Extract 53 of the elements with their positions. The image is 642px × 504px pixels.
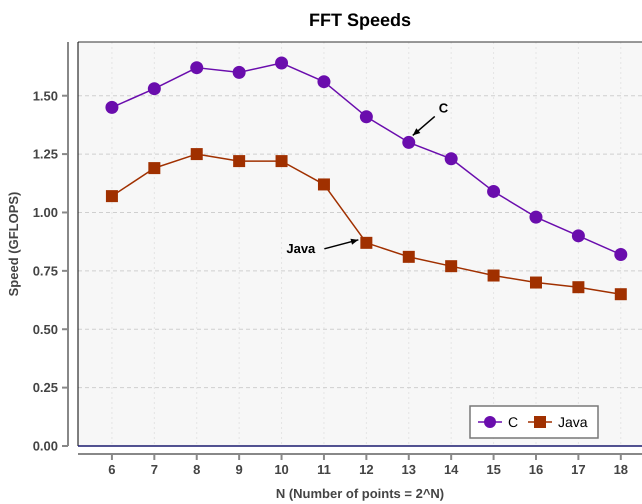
point (318, 178, 330, 190)
x-tick-label: 15 (486, 462, 501, 477)
point (233, 155, 246, 168)
point (360, 110, 373, 124)
y-tick-label: 1.50 (32, 88, 58, 104)
y-tick-label: 1.00 (32, 205, 58, 220)
point (276, 155, 288, 168)
point (317, 75, 330, 88)
x-tick-label: 8 (193, 462, 200, 477)
point (572, 281, 584, 294)
point (106, 190, 118, 202)
point (105, 100, 118, 114)
x-tick-label: 6 (108, 462, 116, 477)
point (530, 276, 542, 289)
point (148, 162, 160, 174)
legend-label: Java (558, 414, 588, 430)
x-tick-label: 7 (150, 462, 158, 477)
point (232, 66, 246, 79)
y-tick-label: 0.25 (32, 380, 58, 396)
x-tick-label: 10 (274, 462, 289, 477)
annotation: C (438, 100, 449, 116)
y-tick-label: 1.25 (32, 146, 58, 162)
x-tick-label: 14 (444, 462, 460, 477)
point (614, 288, 627, 300)
point (275, 56, 288, 70)
point (444, 152, 458, 166)
x-tick-label: 13 (402, 462, 416, 477)
x-tick-label: 17 (571, 462, 586, 477)
point (445, 260, 458, 272)
point (402, 250, 415, 263)
x-tick-label: 16 (528, 462, 544, 477)
point (360, 236, 372, 249)
x-tick-label: 12 (359, 462, 374, 477)
point (488, 270, 500, 282)
x-tick-label: 9 (236, 462, 243, 477)
x-axis-title: N (Number of points = 2^N) (276, 486, 444, 501)
point (614, 248, 628, 262)
y-tick-label: 0.00 (32, 438, 58, 454)
point (402, 136, 416, 149)
x-tick-label: 18 (614, 462, 628, 477)
point (190, 61, 204, 74)
legend-label: C (508, 414, 518, 430)
y-tick-label: 0.50 (32, 322, 58, 337)
point (487, 184, 500, 198)
point (190, 148, 203, 160)
y-tick-label: 0.75 (32, 263, 58, 278)
point (572, 229, 585, 242)
chart-title: FFT Speeds (308, 10, 412, 30)
point (148, 82, 161, 96)
y-axis-title: Speed (GFLOPS) (6, 192, 21, 296)
x-tick-label: 11 (317, 462, 331, 477)
point (529, 210, 542, 224)
annotation: Java (286, 240, 316, 256)
